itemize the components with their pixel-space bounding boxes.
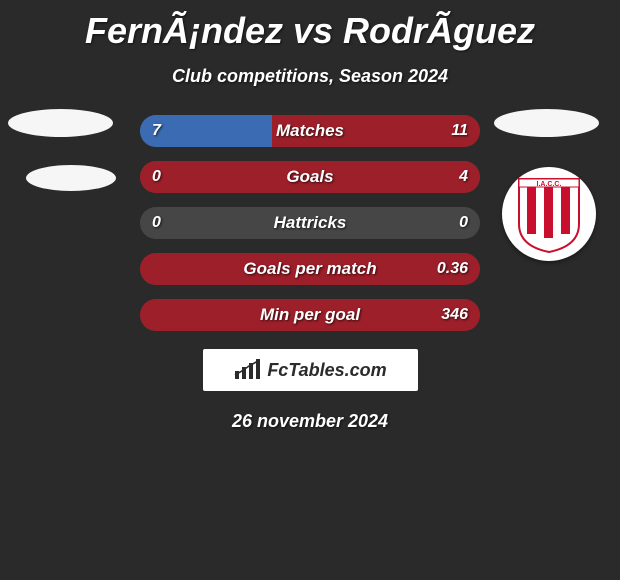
- bar-chart-icon: [233, 359, 261, 381]
- stat-row: Min per goal346: [140, 299, 480, 331]
- stat-bar-track: [140, 207, 480, 239]
- stat-value-left: 0: [152, 168, 161, 186]
- club-badge-icon: I.A.C.C.: [514, 174, 584, 254]
- stats-area: I.A.C.C. Matches711Goals04Hattricks00Goa…: [0, 115, 620, 331]
- stat-bar-track: [140, 299, 480, 331]
- date-line: 26 november 2024: [0, 411, 620, 432]
- stat-value-right: 4: [459, 168, 468, 186]
- player-left-badge-2: [26, 165, 116, 191]
- stat-row: Goals04: [140, 161, 480, 193]
- stat-value-right: 11: [451, 122, 468, 140]
- stat-bar-track: [140, 115, 480, 147]
- stat-row: Goals per match0.36: [140, 253, 480, 285]
- stat-value-right: 346: [441, 306, 468, 324]
- stat-bar-right-fill: [140, 299, 480, 331]
- branding-label: FcTables.com: [267, 360, 386, 381]
- stat-bar-track: [140, 161, 480, 193]
- stat-value-left: 7: [152, 122, 161, 140]
- stat-bar-right-fill: [272, 115, 480, 147]
- branding-box: FcTables.com: [203, 349, 418, 391]
- club-badge-right: I.A.C.C.: [502, 167, 596, 261]
- player-left-badge-1: [8, 109, 113, 137]
- stat-value-right: 0.36: [437, 260, 468, 278]
- stat-value-right: 0: [459, 214, 468, 232]
- subtitle: Club competitions, Season 2024: [0, 66, 620, 87]
- stat-bar-track: [140, 253, 480, 285]
- stat-value-left: 0: [152, 214, 161, 232]
- page-title: FernÃ¡ndez vs RodrÃ­guez: [0, 0, 620, 52]
- stat-row: Hattricks00: [140, 207, 480, 239]
- stat-bar-right-fill: [140, 161, 480, 193]
- player-right-badge-1: [494, 109, 599, 137]
- svg-text:I.A.C.C.: I.A.C.C.: [537, 181, 562, 188]
- stat-row: Matches711: [140, 115, 480, 147]
- stat-bar-right-fill: [140, 253, 480, 285]
